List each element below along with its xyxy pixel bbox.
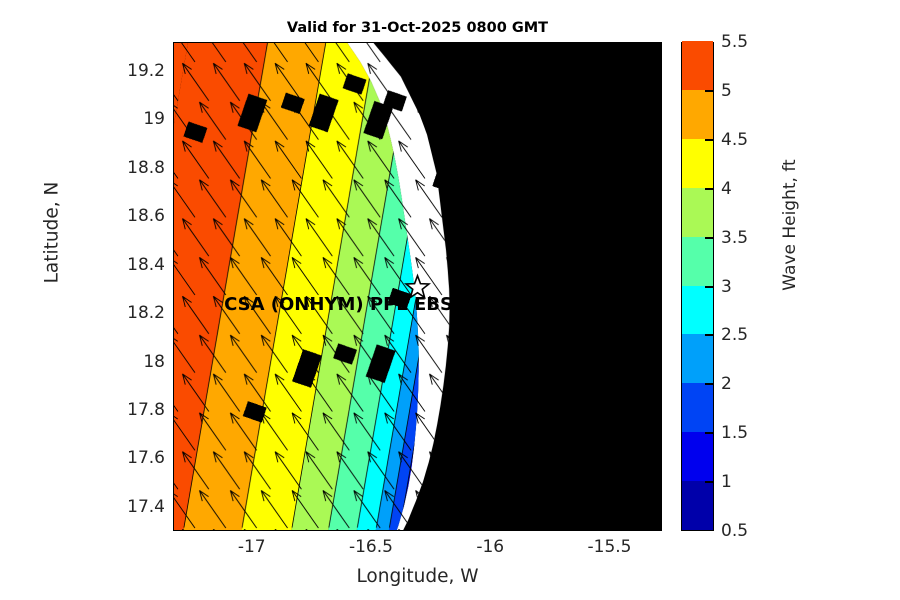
colorbar-band bbox=[682, 481, 713, 530]
colorbar-band bbox=[682, 383, 713, 433]
y-tick-label: 17.6 bbox=[127, 448, 165, 469]
colorbar-band bbox=[682, 432, 713, 482]
colorbar-tick-label: 4.5 bbox=[721, 129, 749, 150]
colorbar-tick-label: 2.5 bbox=[721, 325, 749, 346]
x-tick-label: -17 bbox=[237, 537, 266, 557]
colorbar[interactable] bbox=[681, 41, 714, 531]
colorbar-tick-labels: 0.5 1 1.5 2 2.5 3 3.5 4 4.5 5 5.5 bbox=[681, 32, 771, 541]
y-tick-label: 18.6 bbox=[127, 206, 165, 227]
colorbar-tick-mark bbox=[705, 236, 714, 239]
colorbar-band bbox=[682, 89, 713, 139]
colorbar-band bbox=[682, 187, 713, 237]
y-tick-label: 17.4 bbox=[127, 496, 165, 517]
colorbar-band bbox=[682, 334, 713, 384]
colorbar-band bbox=[682, 41, 713, 90]
colorbar-tick-mark bbox=[705, 285, 714, 288]
colorbar-tick-label: 2 bbox=[721, 374, 732, 395]
colorbar-tick-label: 4 bbox=[721, 178, 732, 199]
x-tick-label: -15.5 bbox=[587, 537, 632, 557]
y-tick-label: 18.2 bbox=[127, 303, 165, 324]
x-axis-title: Longitude, W bbox=[356, 566, 479, 587]
y-axis-tick-labels: 17.4 17.6 17.8 18 18.2 18.4 18.6 18.8 19 19.2 bbox=[60, 42, 165, 531]
colorbar-tick-label: 5 bbox=[721, 80, 732, 101]
colorbar-tick-mark bbox=[705, 432, 714, 435]
colorbar-tick-mark bbox=[705, 187, 714, 190]
page-title: Valid for 31-Oct-2025 0800 GMT bbox=[286, 20, 549, 36]
y-tick-label: 17.8 bbox=[127, 399, 165, 420]
y-tick-label: 18 bbox=[143, 351, 165, 372]
colorbar-title: Wave Height, ft bbox=[780, 159, 800, 291]
colorbar-tick-mark bbox=[705, 334, 714, 337]
colorbar-tick-label: 1.5 bbox=[721, 423, 749, 444]
y-tick-label: 18.4 bbox=[127, 254, 165, 275]
colorbar-tick-mark bbox=[705, 481, 714, 484]
x-axis-tick-labels: -17 -16.5 -16 -15.5 bbox=[173, 537, 662, 563]
colorbar-tick-label: 3 bbox=[721, 276, 732, 297]
colorbar-tick-mark bbox=[705, 383, 714, 386]
colorbar-band bbox=[682, 285, 713, 335]
colorbar-tick-mark bbox=[705, 89, 714, 92]
colorbar-tick-label: 5.5 bbox=[721, 32, 749, 52]
x-tick-label: -16.5 bbox=[348, 537, 393, 557]
wave-height-map-canvas[interactable] bbox=[174, 43, 661, 530]
map-plot-area[interactable]: CSA (ONHYM) PPL EBS bbox=[173, 42, 662, 531]
colorbar-tick-label: 3.5 bbox=[721, 227, 749, 248]
y-tick-label: 19.2 bbox=[127, 61, 165, 82]
colorbar-band bbox=[682, 138, 713, 188]
y-tick-label: 18.8 bbox=[127, 157, 165, 178]
y-tick-label: 19 bbox=[143, 109, 165, 130]
colorbar-tick-label: 1 bbox=[721, 472, 732, 493]
colorbar-band bbox=[682, 236, 713, 286]
x-tick-label: -16 bbox=[476, 537, 505, 557]
y-axis-title: Latitude, N bbox=[41, 181, 63, 284]
colorbar-tick-label: 0.5 bbox=[721, 521, 749, 541]
colorbar-tick-mark bbox=[705, 138, 714, 141]
